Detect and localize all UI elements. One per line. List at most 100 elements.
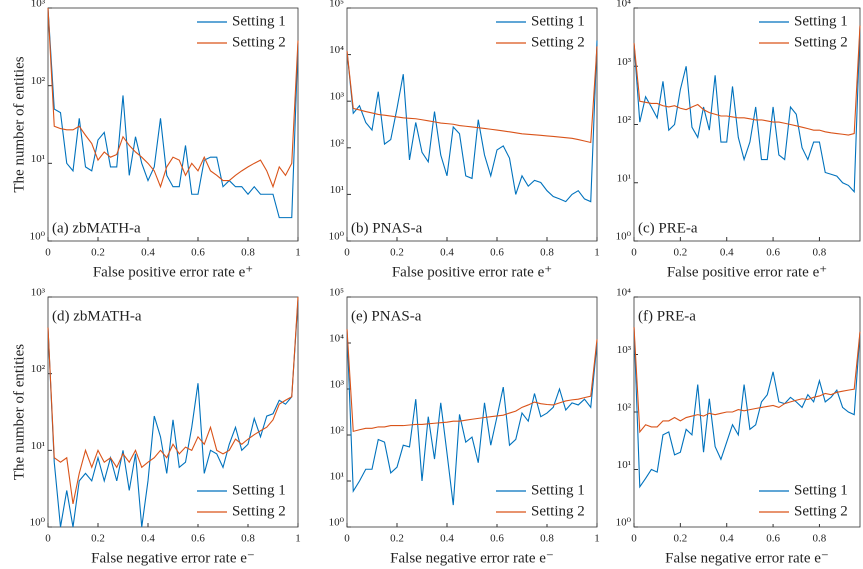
x-axis-label: False positive error rate e⁺ [392, 264, 552, 280]
legend-label: Setting 2 [232, 503, 286, 519]
legend-label: Setting 2 [794, 503, 848, 519]
series-line [47, 7, 299, 189]
panel-label: (a) zbMATH-a [52, 220, 141, 236]
legend-box [494, 480, 594, 524]
series-line [633, 25, 861, 136]
x-tick-label: 0.6 [766, 533, 780, 545]
x-tick-label: 0 [344, 533, 350, 545]
series-line [47, 296, 299, 505]
x-tick-label: 0.4 [440, 247, 454, 259]
legend-label: Setting 1 [531, 13, 585, 29]
x-tick-label: 0.2 [673, 247, 687, 259]
legend-label: Setting 2 [794, 34, 848, 50]
y-tick-label: 10² [617, 402, 632, 414]
y-tick-label: 10⁰ [30, 517, 46, 529]
plot-frame [346, 296, 598, 528]
plot-frame [346, 7, 598, 242]
x-tick-label: 1 [295, 247, 301, 259]
legend-label: Setting 1 [794, 482, 848, 498]
x-tick-label: 0.8 [540, 533, 554, 545]
y-tick-label: 10² [31, 75, 46, 87]
x-axis-label: False negative error rate e⁻ [665, 550, 829, 566]
y-tick-label: 10⁴ [329, 44, 344, 56]
y-tick-label: 10³ [31, 287, 46, 299]
series-line [633, 327, 861, 489]
y-tick-label: 10⁴ [329, 333, 344, 345]
x-tick-label: 0.6 [490, 533, 504, 545]
x-tick-label: 0.8 [813, 247, 827, 259]
x-tick-label: 0.8 [241, 533, 255, 545]
x-tick-label: 0.2 [390, 247, 404, 259]
series-line [346, 329, 598, 506]
y-axis-label: The number of entities [11, 56, 27, 192]
plot-frame [47, 7, 299, 242]
series-line [346, 40, 598, 203]
y-tick-label: 10⁰ [616, 231, 632, 243]
y-tick-label: 10² [330, 137, 345, 149]
x-axis-label: False positive error rate e⁺ [667, 264, 827, 280]
legend-box [757, 480, 857, 524]
legend-box [494, 11, 594, 55]
y-tick-label: 10⁵ [329, 0, 344, 10]
x-tick-label: 0.6 [766, 247, 780, 259]
legend-label: Setting 2 [531, 503, 585, 519]
legend-box [195, 11, 295, 55]
y-tick-label: 10² [330, 425, 345, 437]
y-tick-label: 10¹ [330, 471, 344, 483]
x-tick-label: 1 [594, 533, 600, 545]
x-tick-label: 0.2 [91, 247, 105, 259]
series-line [633, 327, 861, 434]
y-tick-label: 10¹ [31, 440, 45, 452]
x-tick-label: 0.2 [91, 533, 105, 545]
x-tick-label: 1 [295, 533, 301, 545]
y-tick-label: 10² [31, 363, 46, 375]
legend-box [757, 11, 857, 55]
panel-label: (d) zbMATH-a [52, 308, 142, 324]
x-axis-label: False negative error rate e⁻ [91, 550, 255, 566]
y-tick-label: 10³ [330, 91, 345, 103]
x-tick-label: 0 [45, 247, 51, 259]
x-tick-label: 0.4 [440, 533, 454, 545]
panel-label: (b) PNAS-a [351, 220, 423, 236]
x-tick-label: 0.2 [390, 533, 404, 545]
series-line [47, 300, 299, 528]
y-tick-label: 10³ [617, 344, 632, 356]
panel-label: (e) PNAS-a [351, 308, 422, 324]
plot-frame [47, 296, 299, 528]
y-tick-label: 10⁰ [329, 517, 345, 529]
x-tick-label: 0 [631, 247, 637, 259]
x-tick-label: 0.2 [673, 533, 687, 545]
panel-label: (c) PRE-a [638, 220, 698, 236]
x-tick-label: 0.6 [490, 247, 504, 259]
series-line [346, 46, 598, 144]
x-tick-label: 0 [45, 533, 51, 545]
legend-label: Setting 1 [531, 482, 585, 498]
x-tick-label: 0 [631, 533, 637, 545]
x-tick-label: 0.4 [720, 533, 734, 545]
x-tick-label: 0.8 [241, 247, 255, 259]
y-tick-label: 10⁴ [616, 0, 631, 10]
y-tick-label: 10¹ [617, 459, 631, 471]
panel-label: (f) PRE-a [638, 308, 696, 324]
legend-box [195, 480, 295, 524]
legend-label: Setting 2 [232, 34, 286, 50]
y-tick-label: 10¹ [31, 153, 45, 165]
series-line [633, 25, 861, 194]
y-tick-label: 10⁰ [30, 231, 46, 243]
y-tick-label: 10³ [330, 379, 345, 391]
x-tick-label: 0.6 [191, 533, 205, 545]
legend-label: Setting 2 [531, 34, 585, 50]
x-tick-label: 0.4 [720, 247, 734, 259]
x-axis-label: False positive error rate e⁺ [93, 264, 253, 280]
x-axis-label: False negative error rate e⁻ [390, 550, 554, 566]
x-tick-label: 1 [594, 247, 600, 259]
y-tick-label: 10⁰ [616, 517, 632, 529]
x-tick-label: 0 [344, 247, 350, 259]
x-tick-label: 0.4 [141, 533, 155, 545]
y-axis-label: The number of entities [11, 344, 27, 480]
y-tick-label: 10¹ [330, 184, 344, 196]
legend-label: Setting 1 [794, 13, 848, 29]
y-tick-label: 10⁰ [329, 231, 345, 243]
x-tick-label: 0.8 [540, 247, 554, 259]
